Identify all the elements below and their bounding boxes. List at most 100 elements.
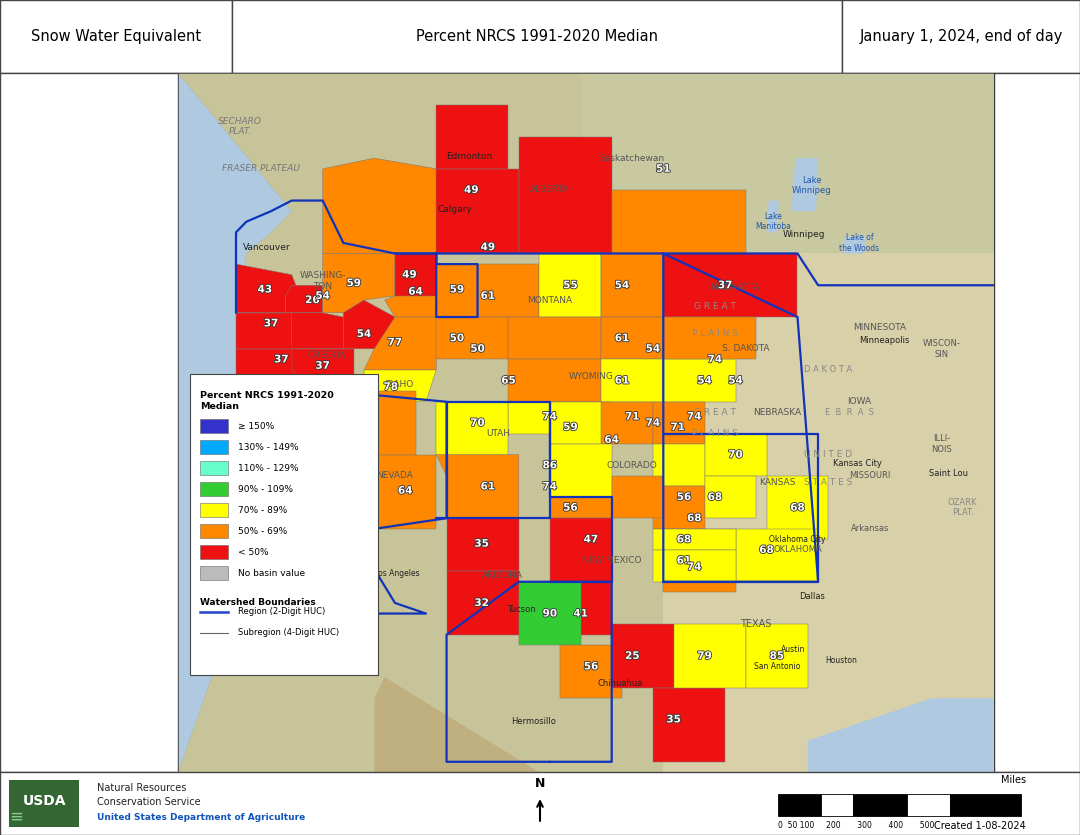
Text: KANSAS: KANSAS — [758, 478, 795, 487]
Text: S T A T E S: S T A T E S — [805, 478, 852, 487]
Text: 70% - 89%: 70% - 89% — [238, 506, 287, 515]
Bar — [200, 483, 228, 496]
Polygon shape — [653, 487, 704, 529]
Text: 74: 74 — [687, 562, 702, 572]
Text: January 1, 2024, end of day: January 1, 2024, end of day — [860, 29, 1063, 44]
Text: 49: 49 — [402, 270, 417, 280]
Polygon shape — [364, 317, 436, 370]
Text: 50% - 69%: 50% - 69% — [238, 527, 287, 536]
Text: 61: 61 — [356, 471, 372, 481]
Text: TEXAS: TEXAS — [741, 619, 772, 629]
Text: Conservation Service: Conservation Service — [97, 797, 201, 807]
Text: WISCON-
SIN: WISCON- SIN — [923, 339, 961, 358]
Text: 55: 55 — [563, 281, 578, 291]
Text: OZARK
PLAT.: OZARK PLAT. — [948, 498, 977, 518]
Text: COLORADO: COLORADO — [607, 461, 658, 470]
Text: 47: 47 — [583, 534, 598, 544]
Polygon shape — [581, 73, 994, 254]
Polygon shape — [178, 73, 994, 772]
Text: Percent NRCS 1991-2020 Median: Percent NRCS 1991-2020 Median — [416, 29, 659, 44]
Polygon shape — [436, 169, 518, 254]
Polygon shape — [446, 571, 518, 635]
Polygon shape — [237, 313, 292, 349]
Text: Winnipeg: Winnipeg — [782, 230, 825, 239]
Text: Saskatchewan: Saskatchewan — [599, 154, 665, 163]
Text: WYOMING: WYOMING — [569, 372, 613, 381]
Text: 79: 79 — [698, 651, 712, 660]
Text: 59: 59 — [449, 285, 464, 295]
Text: 26: 26 — [306, 295, 320, 305]
Text: Created 1-08-2024: Created 1-08-2024 — [934, 821, 1026, 831]
Polygon shape — [178, 73, 292, 772]
Bar — [190, 374, 378, 675]
Text: Miles: Miles — [1001, 775, 1026, 785]
Text: 49: 49 — [481, 242, 495, 252]
Polygon shape — [602, 254, 663, 317]
Polygon shape — [602, 359, 663, 402]
Text: 74: 74 — [687, 412, 702, 422]
Text: MINNESOTA: MINNESOTA — [853, 323, 906, 332]
Polygon shape — [663, 317, 756, 359]
Text: Watershed Boundaries: Watershed Boundaries — [200, 598, 316, 607]
Bar — [200, 504, 228, 517]
Text: Lake
Winnipeg: Lake Winnipeg — [792, 176, 832, 195]
Text: Houston: Houston — [825, 655, 856, 665]
Text: D A K O T A: D A K O T A — [805, 366, 852, 374]
Polygon shape — [550, 444, 611, 497]
Polygon shape — [518, 137, 611, 254]
Text: 59: 59 — [564, 423, 578, 433]
Text: 50: 50 — [449, 333, 464, 343]
Text: 54: 54 — [315, 291, 330, 301]
Bar — [200, 419, 228, 433]
Text: 50: 50 — [470, 344, 485, 354]
Polygon shape — [343, 300, 395, 349]
Text: 54: 54 — [356, 329, 372, 339]
Text: P L A I N S: P L A I N S — [692, 330, 738, 338]
Bar — [200, 524, 228, 539]
Polygon shape — [312, 381, 364, 423]
Text: Vancouver: Vancouver — [243, 243, 291, 251]
Text: MISSOURI: MISSOURI — [849, 472, 890, 480]
Polygon shape — [539, 254, 602, 317]
Text: 64: 64 — [408, 286, 423, 296]
Polygon shape — [653, 444, 704, 487]
Text: 68: 68 — [707, 492, 723, 502]
Polygon shape — [323, 158, 436, 254]
Bar — [200, 545, 228, 559]
Polygon shape — [375, 455, 436, 529]
Text: IOWA: IOWA — [848, 397, 872, 407]
Polygon shape — [477, 264, 539, 317]
Polygon shape — [842, 236, 865, 254]
Text: U N I T E D: U N I T E D — [805, 450, 852, 459]
Text: ≥ 150%: ≥ 150% — [238, 422, 274, 431]
Text: 54: 54 — [698, 376, 712, 386]
Polygon shape — [312, 444, 357, 487]
Text: 70: 70 — [728, 450, 743, 460]
Text: 49: 49 — [464, 185, 478, 195]
Text: N. DAKOTA: N. DAKOTA — [712, 283, 760, 292]
Text: Subregion (4-Digit HUC): Subregion (4-Digit HUC) — [238, 628, 339, 637]
Polygon shape — [436, 264, 477, 317]
Text: Oklahoma City: Oklahoma City — [769, 535, 826, 544]
Text: Natural Resources: Natural Resources — [97, 783, 187, 793]
Polygon shape — [611, 190, 746, 254]
Text: 68: 68 — [687, 514, 702, 524]
Polygon shape — [653, 529, 735, 550]
Polygon shape — [292, 349, 353, 381]
Bar — [200, 462, 228, 475]
Text: 77: 77 — [388, 337, 403, 347]
Text: Percent NRCS 1991-2020
Median: Percent NRCS 1991-2020 Median — [200, 392, 334, 411]
Text: 37: 37 — [315, 361, 330, 371]
Text: ARIZONA: ARIZONA — [482, 571, 523, 580]
Text: Edmonton: Edmonton — [446, 152, 492, 160]
Bar — [907, 794, 950, 817]
Text: 90% - 109%: 90% - 109% — [238, 485, 293, 493]
Text: 68: 68 — [677, 534, 691, 544]
Text: 0  50 100     200       300       400       500: 0 50 100 200 300 400 500 — [778, 821, 934, 830]
Text: San Antonio: San Antonio — [754, 662, 800, 671]
Text: CALIFORNIA: CALIFORNIA — [316, 472, 370, 480]
Polygon shape — [663, 529, 735, 592]
Polygon shape — [704, 433, 767, 476]
Text: G R E A T: G R E A T — [694, 407, 735, 417]
Text: 130% - 149%: 130% - 149% — [238, 443, 298, 452]
